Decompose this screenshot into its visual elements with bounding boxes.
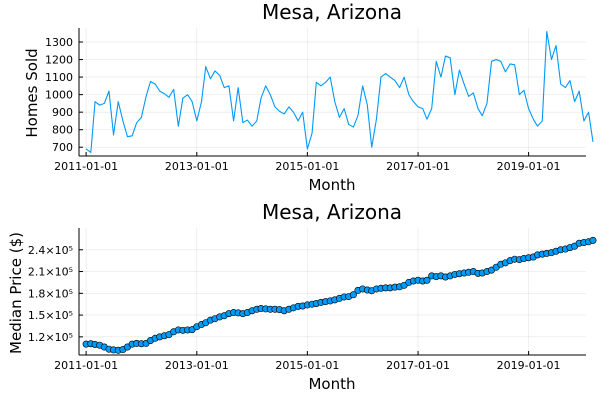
homes-sold-y-tick-label: 1000 — [45, 89, 73, 102]
median-price-title: Mesa, Arizona — [262, 200, 402, 224]
median-price-x-tick-label: 2015-01-01 — [275, 359, 339, 372]
median-price-y-tick-label: 2.4×10⁵ — [28, 244, 73, 257]
homes-sold-xlabel: Month — [308, 176, 355, 194]
median-price-ylabel: Median Price ($) — [7, 232, 25, 354]
homes-sold-y-tick-label: 1100 — [45, 71, 73, 84]
homes-sold-panel: Mesa, Arizona Month Homes Sold 2011-01-0… — [23, 0, 594, 194]
homes-sold-y-tick-label: 900 — [52, 106, 73, 119]
homes-sold-y-tick-label: 800 — [52, 124, 73, 137]
homes-sold-x-tick-label: 2017-01-01 — [386, 160, 450, 173]
median-price-x-tick-label: 2013-01-01 — [165, 359, 229, 372]
median-price-xlabel: Month — [308, 375, 355, 393]
median-price-x-tick-label: 2017-01-01 — [386, 359, 450, 372]
median-price-y-tick-label: 1.2×10⁵ — [28, 331, 73, 344]
homes-sold-series — [85, 30, 594, 154]
homes-sold-axes — [78, 28, 586, 157]
median-price-grid — [79, 228, 586, 355]
homes-sold-grid — [79, 28, 586, 156]
median-price-data-point — [349, 291, 357, 299]
homes-sold-ylabel: Homes Sold — [23, 48, 41, 137]
homes-sold-x-tick-label: 2019-01-01 — [497, 160, 561, 173]
median-price-y-tick-label: 1.5×10⁵ — [28, 309, 73, 322]
homes-sold-y-tick-label: 1300 — [45, 36, 73, 49]
homes-sold-y-tick-label: 700 — [52, 141, 73, 154]
homes-sold-ticks: 2011-01-01 2013-01-01 2015-01-01 2017-01-01… — [45, 36, 561, 173]
median-price-y-tick-label: 1.8×10⁵ — [28, 287, 73, 300]
median-price-data-point — [423, 276, 431, 284]
homes-sold-y-tick-label: 1200 — [45, 54, 73, 67]
median-price-ticks: 2011-01-01 2013-01-01 2015-01-01 2017-01-01… — [28, 244, 561, 372]
median-price-axes — [78, 228, 586, 356]
homes-sold-x-tick-label: 2011-01-01 — [54, 160, 118, 173]
homes-sold-x-tick-label: 2015-01-01 — [275, 160, 339, 173]
median-price-panel: Mesa, Arizona Month Median Price ($) 201… — [7, 200, 597, 393]
homes-sold-title: Mesa, Arizona — [262, 0, 402, 24]
median-price-series — [82, 236, 597, 354]
homes-sold-x-tick-label: 2013-01-01 — [165, 160, 229, 173]
median-price-data-point — [589, 236, 597, 244]
median-price-x-tick-label: 2019-01-01 — [497, 359, 561, 372]
homes-sold-series-line — [85, 30, 594, 154]
median-price-x-tick-label: 2011-01-01 — [54, 359, 118, 372]
median-price-y-tick-label: 2.1×10⁵ — [28, 266, 73, 279]
